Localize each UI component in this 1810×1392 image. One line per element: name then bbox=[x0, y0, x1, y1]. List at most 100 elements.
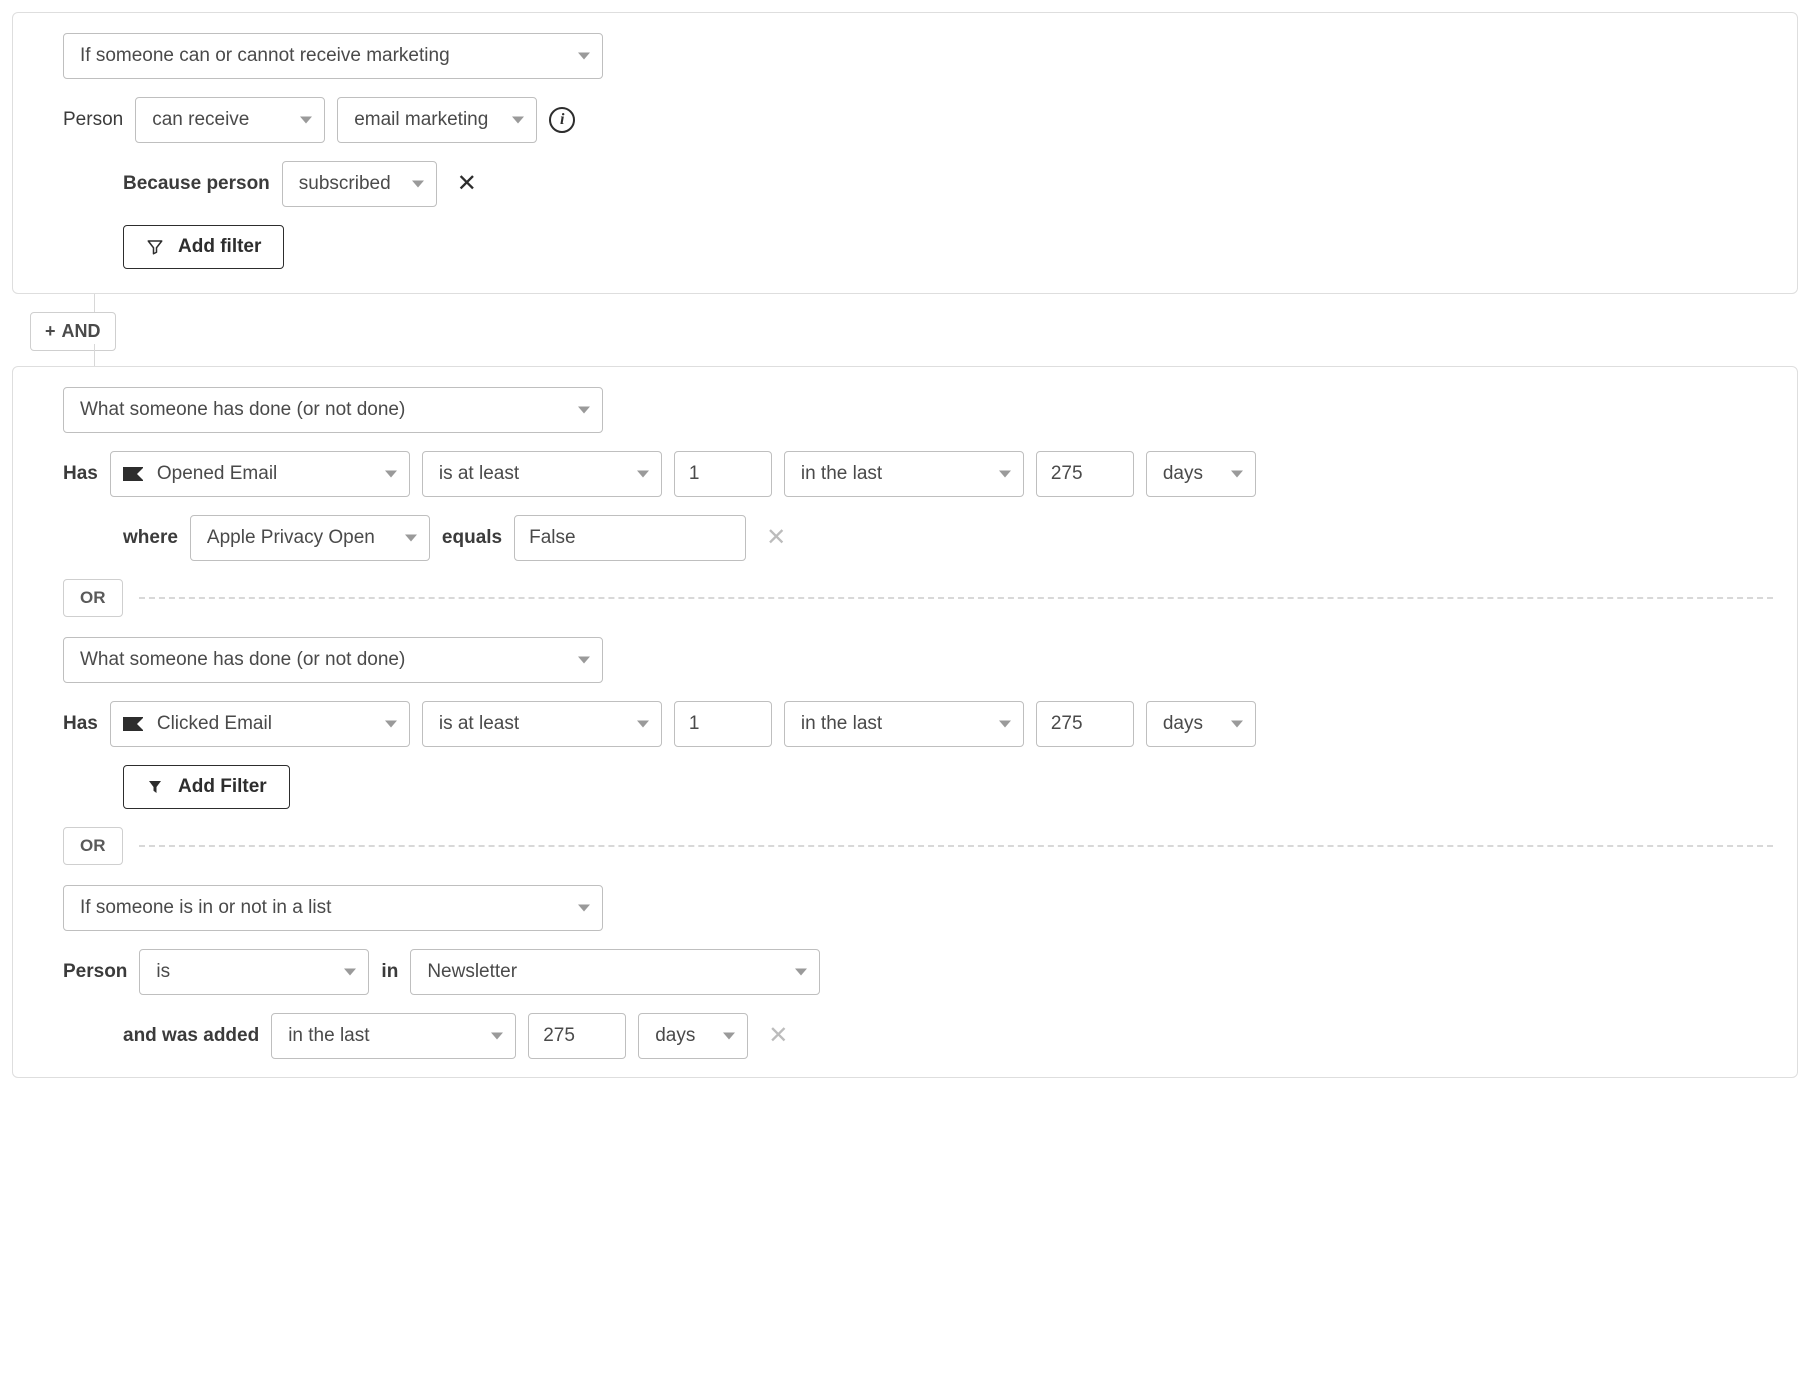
and-label: AND bbox=[62, 321, 101, 342]
reason-select[interactable]: subscribed bbox=[282, 161, 437, 207]
chevron-down-icon bbox=[795, 969, 807, 976]
chevron-down-icon bbox=[999, 471, 1011, 478]
comparator-select[interactable]: is at least bbox=[422, 451, 662, 497]
chevron-down-icon bbox=[385, 471, 397, 478]
funnel-icon bbox=[146, 778, 164, 796]
where-field-select[interactable]: Apple Privacy Open bbox=[190, 515, 430, 561]
chevron-down-icon bbox=[723, 1033, 735, 1040]
time-relative-value: in the last bbox=[801, 713, 882, 735]
add-and-button[interactable]: + AND bbox=[30, 312, 116, 351]
condition-type-select[interactable]: What someone has done (or not done) bbox=[63, 637, 603, 683]
comparator-value: is at least bbox=[439, 463, 519, 485]
where-label: where bbox=[123, 527, 178, 549]
is-value: is bbox=[156, 961, 170, 983]
time-unit-select[interactable]: days bbox=[1146, 701, 1256, 747]
condition-type-value: What someone has done (or not done) bbox=[80, 399, 405, 421]
comparator-select[interactable]: is at least bbox=[422, 701, 662, 747]
list-select[interactable]: Newsletter bbox=[410, 949, 820, 995]
time-unit-select[interactable]: days bbox=[638, 1013, 748, 1059]
chevron-down-icon bbox=[578, 53, 590, 60]
or-line bbox=[139, 845, 1774, 847]
comparator-value: is at least bbox=[439, 713, 519, 735]
time-value-input[interactable]: 275 bbox=[528, 1013, 626, 1059]
condition-type-select[interactable]: What someone has done (or not done) bbox=[63, 387, 603, 433]
time-value: 275 bbox=[1051, 713, 1083, 735]
time-relative-select[interactable]: in the last bbox=[271, 1013, 516, 1059]
chevron-down-icon bbox=[578, 657, 590, 664]
time-value: 275 bbox=[1051, 463, 1083, 485]
can-receive-select[interactable]: can receive bbox=[135, 97, 325, 143]
metric-value: Clicked Email bbox=[157, 713, 272, 735]
chevron-down-icon bbox=[385, 721, 397, 728]
was-added-label: and was added bbox=[123, 1025, 259, 1047]
count-input[interactable]: 1 bbox=[674, 451, 772, 497]
can-receive-value: can receive bbox=[152, 109, 249, 131]
chevron-down-icon bbox=[512, 117, 524, 124]
metric-select[interactable]: Clicked Email bbox=[110, 701, 410, 747]
remove-icon[interactable]: ✕ bbox=[758, 522, 794, 554]
add-filter-label: Add filter bbox=[178, 236, 261, 258]
where-value: False bbox=[529, 527, 575, 549]
channel-value: email marketing bbox=[354, 109, 488, 131]
time-value-input[interactable]: 275 bbox=[1036, 701, 1134, 747]
condition-type-select[interactable]: If someone is in or not in a list bbox=[63, 885, 603, 931]
chevron-down-icon bbox=[637, 471, 649, 478]
where-field-value: Apple Privacy Open bbox=[207, 527, 375, 549]
time-relative-select[interactable]: in the last bbox=[784, 451, 1024, 497]
condition-type-value: If someone can or cannot receive marketi… bbox=[80, 45, 450, 67]
flag-icon bbox=[123, 467, 143, 481]
has-label: Has bbox=[63, 463, 98, 485]
chevron-down-icon bbox=[491, 1033, 503, 1040]
where-value-input[interactable]: False bbox=[514, 515, 746, 561]
count-input[interactable]: 1 bbox=[674, 701, 772, 747]
chevron-down-icon bbox=[637, 721, 649, 728]
reason-value: subscribed bbox=[299, 173, 391, 195]
chevron-down-icon bbox=[999, 721, 1011, 728]
and-connector: + AND bbox=[12, 294, 1798, 366]
add-filter-button[interactable]: Add filter bbox=[123, 225, 284, 269]
chevron-down-icon bbox=[412, 181, 424, 188]
is-select[interactable]: is bbox=[139, 949, 369, 995]
funnel-icon bbox=[146, 238, 164, 256]
or-line bbox=[139, 597, 1774, 599]
condition-block-1: If someone can or cannot receive marketi… bbox=[12, 12, 1798, 294]
condition-type-select[interactable]: If someone can or cannot receive marketi… bbox=[63, 33, 603, 79]
add-filter-label: Add Filter bbox=[178, 776, 267, 798]
time-value: 275 bbox=[543, 1025, 575, 1047]
time-relative-select[interactable]: in the last bbox=[784, 701, 1024, 747]
because-label: Because person bbox=[123, 173, 270, 195]
count-value: 1 bbox=[689, 463, 700, 485]
info-icon[interactable]: i bbox=[549, 107, 575, 133]
time-unit-value: days bbox=[655, 1025, 695, 1047]
count-value: 1 bbox=[689, 713, 700, 735]
remove-icon[interactable]: ✕ bbox=[449, 168, 485, 200]
channel-select[interactable]: email marketing bbox=[337, 97, 537, 143]
or-label: OR bbox=[80, 588, 106, 607]
add-filter-button[interactable]: Add Filter bbox=[123, 765, 290, 809]
equals-label: equals bbox=[442, 527, 502, 549]
chevron-down-icon bbox=[1231, 471, 1243, 478]
person-label: Person bbox=[63, 109, 123, 131]
has-label: Has bbox=[63, 713, 98, 735]
or-button[interactable]: OR bbox=[63, 827, 123, 865]
chevron-down-icon bbox=[578, 905, 590, 912]
condition-type-value: What someone has done (or not done) bbox=[80, 649, 405, 671]
chevron-down-icon bbox=[1231, 721, 1243, 728]
metric-select[interactable]: Opened Email bbox=[110, 451, 410, 497]
in-label: in bbox=[381, 961, 398, 983]
time-relative-value: in the last bbox=[288, 1025, 369, 1047]
list-value: Newsletter bbox=[427, 961, 517, 983]
plus-icon: + bbox=[45, 321, 56, 342]
time-unit-value: days bbox=[1163, 713, 1203, 735]
remove-icon[interactable]: ✕ bbox=[760, 1020, 796, 1052]
time-relative-value: in the last bbox=[801, 463, 882, 485]
or-button[interactable]: OR bbox=[63, 579, 123, 617]
or-separator: OR bbox=[63, 579, 1773, 617]
time-unit-value: days bbox=[1163, 463, 1203, 485]
metric-value: Opened Email bbox=[157, 463, 277, 485]
time-value-input[interactable]: 275 bbox=[1036, 451, 1134, 497]
time-unit-select[interactable]: days bbox=[1146, 451, 1256, 497]
condition-block-2: What someone has done (or not done) Has … bbox=[12, 366, 1798, 1078]
chevron-down-icon bbox=[344, 969, 356, 976]
or-separator: OR bbox=[63, 827, 1773, 865]
